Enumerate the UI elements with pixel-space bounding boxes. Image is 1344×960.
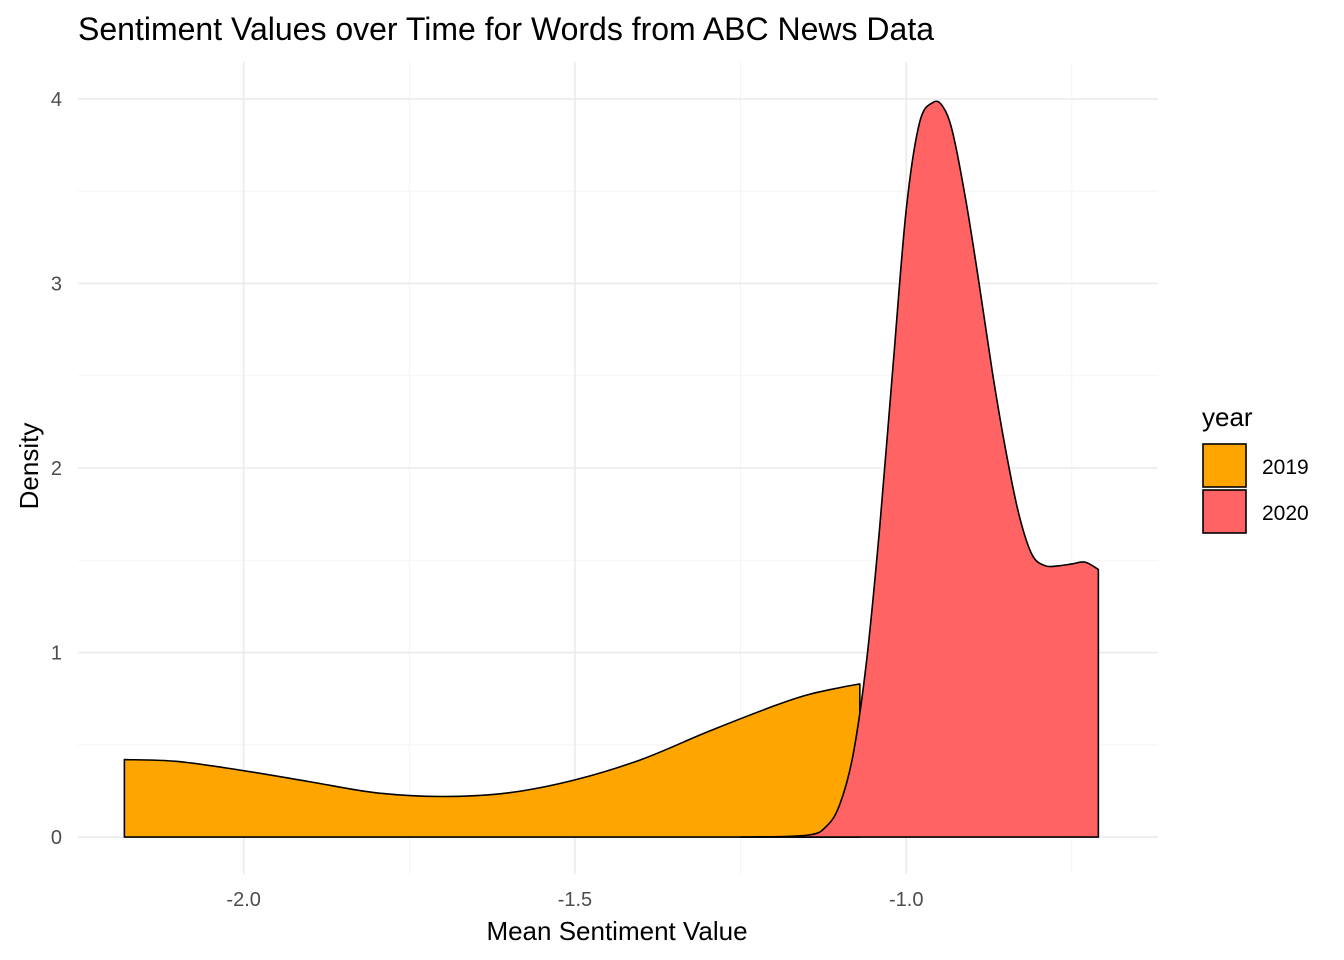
x-tick-label: -2.0	[226, 889, 260, 911]
legend-key-2020	[1202, 489, 1247, 534]
x-tick-label: -1.0	[889, 889, 923, 911]
y-tick-label: 0	[51, 827, 62, 849]
density-area-2020	[739, 100, 1100, 838]
density-area-2019	[123, 683, 861, 838]
legend-label-2020: 2020	[1262, 502, 1309, 525]
x-axis-ticks: -2.0 -1.5 -1.0	[226, 889, 923, 911]
y-axis-ticks: 0 1 2 3 4	[51, 89, 62, 849]
x-tick-label: -1.5	[558, 889, 592, 911]
legend-key-2019	[1202, 443, 1247, 488]
y-axis-title: Density	[14, 423, 44, 510]
legend-label-2019: 2019	[1262, 456, 1309, 479]
x-axis-title: Mean Sentiment Value	[486, 916, 747, 946]
legend: year 2019 2020	[1202, 402, 1309, 534]
y-tick-label: 1	[51, 643, 62, 665]
y-tick-label: 3	[51, 273, 62, 295]
density-areas	[123, 100, 1100, 838]
chart-title: Sentiment Values over Time for Words fro…	[78, 11, 934, 47]
legend-title: year	[1202, 402, 1253, 432]
y-tick-label: 2	[51, 458, 62, 480]
y-tick-label: 4	[51, 89, 62, 111]
